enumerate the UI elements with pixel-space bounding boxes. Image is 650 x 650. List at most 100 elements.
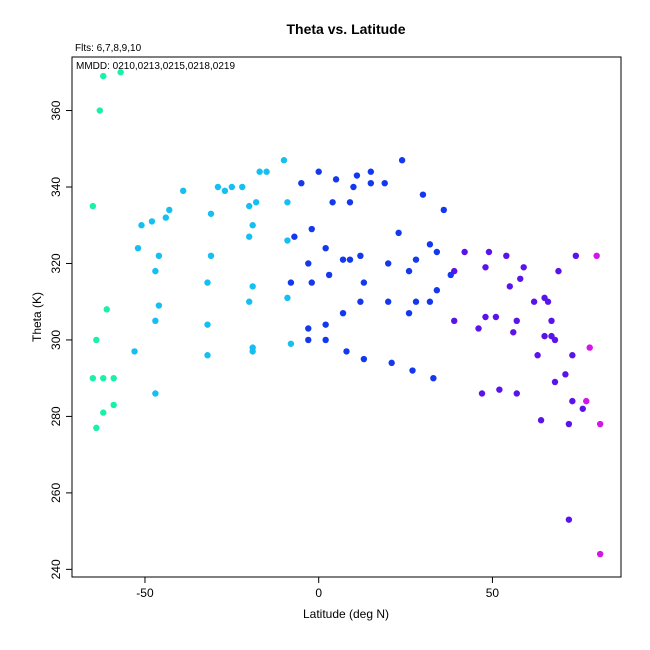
data-point [548, 317, 555, 325]
data-point [384, 260, 392, 267]
data-point [586, 344, 593, 351]
data-point [517, 275, 524, 282]
data-point [541, 332, 548, 340]
data-point [287, 279, 295, 286]
data-point [596, 420, 604, 428]
data-point [280, 157, 288, 164]
data-point [426, 298, 434, 305]
data-point [353, 172, 361, 179]
data-point [485, 248, 493, 256]
data-point [305, 260, 312, 267]
x-tick-label: 0 [315, 586, 322, 600]
data-point [214, 183, 222, 191]
data-point [430, 374, 437, 382]
data-point [152, 317, 159, 325]
data-point [256, 168, 263, 175]
data-point [381, 179, 388, 187]
data-point [131, 348, 138, 355]
data-point [569, 352, 576, 359]
data-point [409, 367, 416, 374]
y-tick-label: 300 [49, 330, 63, 350]
data-point [572, 252, 580, 260]
data-point [339, 309, 347, 317]
data-point [478, 390, 486, 397]
data-point [100, 374, 107, 382]
y-tick-label: 280 [49, 406, 63, 426]
data-point [166, 206, 173, 214]
dates-annotation: MMDD: 0210,0213,0215,0218,0219 [76, 61, 235, 72]
data-point [357, 298, 364, 305]
data-point [530, 298, 538, 305]
data-point [204, 279, 211, 286]
data-point [322, 336, 329, 344]
data-point [367, 168, 375, 175]
data-point [252, 199, 260, 206]
y-axis: 240 260 280 300 320 340 360 [49, 100, 73, 579]
data-point [204, 352, 211, 359]
data-point [360, 279, 368, 286]
data-point [305, 336, 312, 344]
data-point [305, 325, 312, 332]
data-point [506, 283, 514, 290]
flights-annotation: Flts: 6,7,8,9,10 [75, 43, 142, 54]
data-point [426, 241, 434, 248]
data-point [207, 252, 215, 260]
data-point [593, 252, 600, 260]
data-point [513, 390, 520, 397]
data-point [360, 355, 368, 363]
data-point [513, 317, 520, 325]
data-point [110, 401, 117, 409]
data-point [555, 267, 562, 275]
data-point [103, 306, 110, 313]
data-point [117, 69, 124, 76]
data-point [138, 222, 145, 229]
data-point [284, 237, 291, 244]
data-point [405, 309, 413, 317]
data-point [263, 168, 270, 175]
x-axis-label: Latitude (deg N) [303, 607, 389, 621]
data-point [249, 283, 256, 290]
data-point [93, 424, 100, 432]
data-point [461, 248, 468, 256]
data-point [346, 199, 354, 206]
data-point [329, 199, 336, 206]
data-point [298, 179, 305, 187]
data-point [440, 206, 447, 214]
data-point [246, 202, 253, 210]
y-tick-label: 340 [49, 177, 63, 197]
data-point [249, 348, 256, 355]
data-point [207, 210, 215, 217]
data-point [451, 317, 458, 325]
data-point [96, 107, 103, 114]
data-point [569, 397, 576, 405]
data-point [322, 244, 329, 252]
data-point [284, 294, 291, 302]
data-point [308, 279, 315, 286]
data-point [537, 417, 545, 424]
data-point [339, 256, 347, 263]
data-point [395, 229, 402, 237]
data-point [315, 168, 322, 175]
data-point [179, 187, 187, 195]
data-point [419, 191, 427, 198]
plot-frame [71, 56, 622, 578]
data-point [155, 252, 163, 260]
data-point [325, 271, 333, 279]
data-point [100, 409, 107, 416]
data-point [322, 321, 329, 328]
data-point [510, 329, 517, 336]
chart-title: Theta vs. Latitude [286, 21, 405, 37]
data-point [155, 302, 163, 309]
data-point [565, 420, 573, 428]
x-tick-label: 50 [486, 586, 500, 600]
data-point [492, 313, 500, 321]
y-axis-label: Theta (K) [30, 292, 44, 342]
data-point [398, 157, 406, 164]
data-point [551, 378, 559, 386]
x-tick-label: -50 [136, 586, 154, 600]
data-point [284, 199, 291, 206]
data-point [152, 390, 159, 397]
data-point [433, 287, 441, 294]
data-point [308, 225, 315, 233]
